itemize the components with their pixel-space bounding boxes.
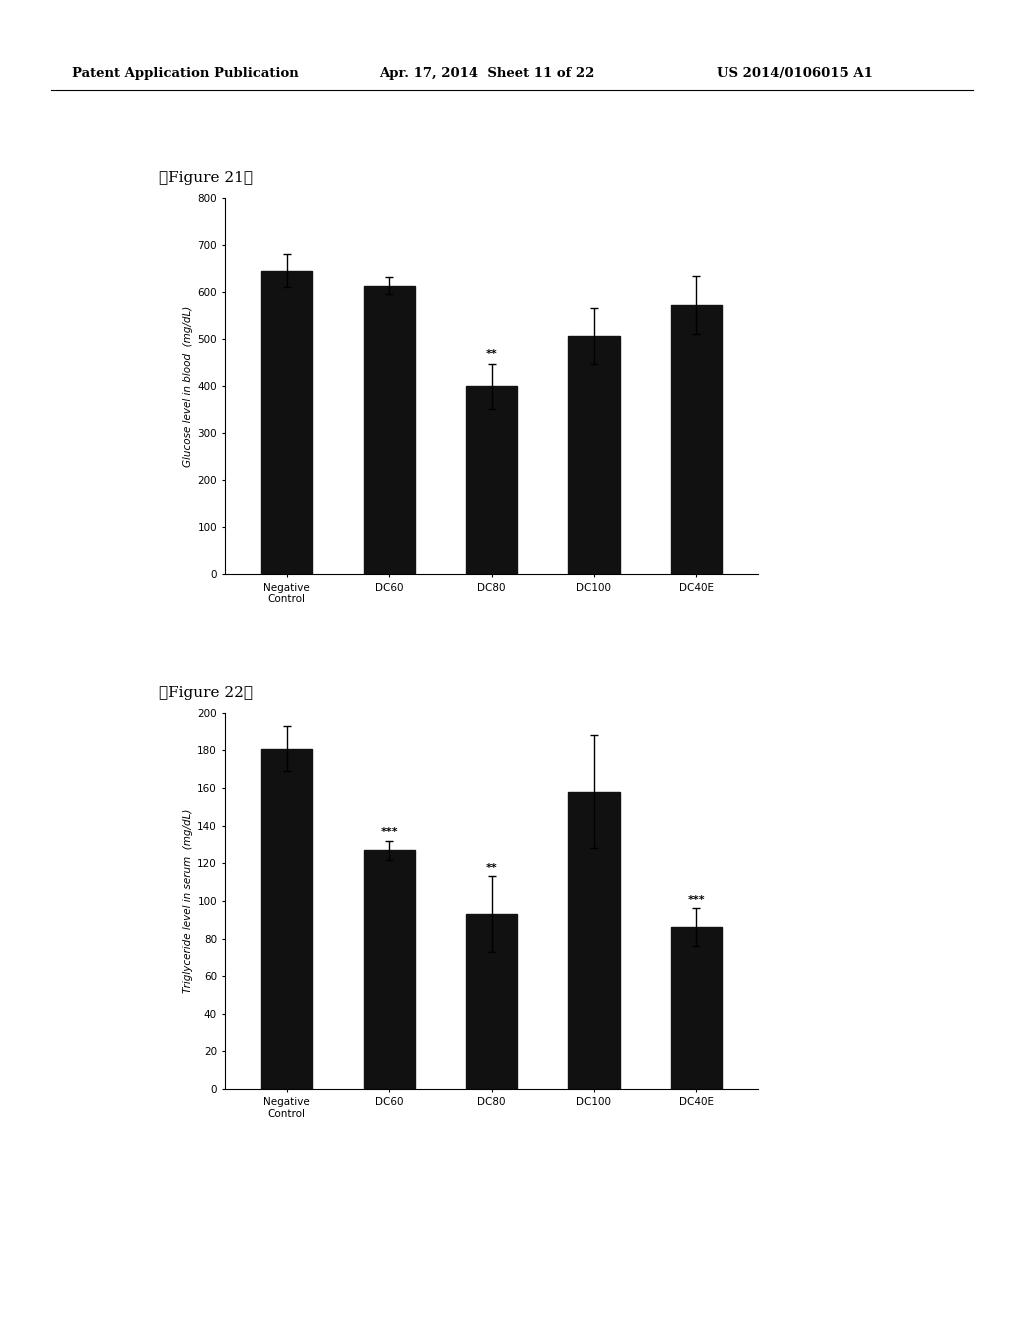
Text: Apr. 17, 2014  Sheet 11 of 22: Apr. 17, 2014 Sheet 11 of 22: [379, 66, 594, 79]
Y-axis label: Triglyceride level in serum  (mg/dL): Triglyceride level in serum (mg/dL): [183, 809, 194, 993]
Bar: [568, 792, 620, 1089]
Text: ***: ***: [687, 895, 706, 904]
Bar: [671, 927, 722, 1089]
Text: Patent Application Publication: Patent Application Publication: [72, 66, 298, 79]
Bar: [261, 748, 312, 1089]
Bar: [568, 335, 620, 574]
Text: **: **: [485, 348, 498, 359]
Bar: [466, 913, 517, 1089]
Text: 【Figure 22】: 【Figure 22】: [159, 686, 253, 700]
Bar: [364, 850, 415, 1089]
Bar: [261, 271, 312, 574]
Text: ***: ***: [380, 826, 398, 837]
Bar: [466, 387, 517, 574]
Bar: [671, 305, 722, 574]
Bar: [364, 286, 415, 574]
Text: **: **: [485, 863, 498, 873]
Y-axis label: Glucose level in blood  (mg/dL): Glucose level in blood (mg/dL): [183, 305, 194, 467]
Text: US 2014/0106015 A1: US 2014/0106015 A1: [717, 66, 872, 79]
Text: 【Figure 21】: 【Figure 21】: [159, 172, 253, 185]
